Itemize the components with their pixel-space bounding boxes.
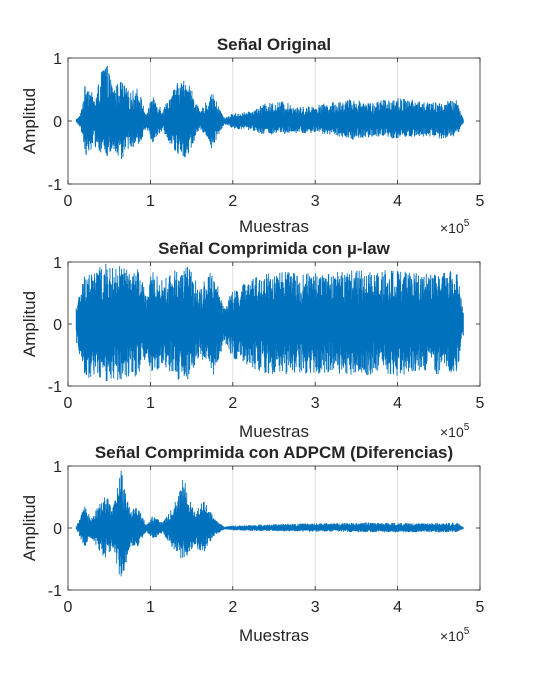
subplot-3: 0 1 2 3 4 5-101 Señal Comprimida con ADPCM (D… [20, 443, 485, 645]
chart-1-x-multiplier: ×105 [440, 218, 470, 236]
x-tick-label: 0 [64, 599, 73, 616]
x-tick-label: 1 [146, 395, 155, 412]
chart-3-x-multiplier: ×105 [440, 626, 470, 644]
x-tick-label: 1 [146, 599, 155, 616]
axes-1-plot [75, 65, 464, 160]
y-tick-label: -1 [48, 583, 62, 600]
y-tick-label: -1 [48, 177, 62, 194]
series-1-waveform [75, 65, 464, 160]
x-tick-label: 5 [476, 193, 485, 210]
chart-3-title: Señal Comprimida con ADPCM (Diferencias) [95, 443, 453, 462]
axes-2-ticks: 0 1 2 3 4 5-101 [48, 255, 485, 412]
x-tick-label: 0 [64, 193, 73, 210]
y-tick-label: 1 [53, 459, 62, 476]
chart-1-title: Señal Original [217, 35, 331, 54]
x-tick-label: 2 [228, 599, 237, 616]
y-tick-label: 0 [53, 114, 62, 131]
chart-2-title: Señal Comprimida con µ-law [158, 239, 391, 258]
chart-2-x-multiplier: ×105 [440, 422, 470, 440]
x-tick-label: 3 [311, 395, 320, 412]
subplot-2: 0 1 2 3 4 5-101 Señal Comprimida con µ-law Am… [20, 239, 485, 441]
chart-1-xlabel: Muestras [239, 217, 309, 236]
x-tick-label: 3 [311, 599, 320, 616]
x-tick-label: 3 [311, 193, 320, 210]
series-1-waveform [75, 263, 464, 382]
x-tick-label: 4 [393, 193, 402, 210]
x-tick-label: 5 [476, 395, 485, 412]
x-tick-label: 5 [476, 599, 485, 616]
x-tick-label: 2 [228, 395, 237, 412]
subplot-1: 0 1 2 3 4 5-101 Señal Original Amplitud Muest… [20, 35, 485, 236]
axes-3-plot [75, 470, 464, 577]
chart-3-ylabel: Amplitud [20, 495, 39, 561]
chart-2-ylabel: Amplitud [20, 291, 39, 357]
y-tick-label: 0 [53, 317, 62, 334]
y-tick-label: 1 [53, 51, 62, 68]
x-tick-label: 1 [146, 193, 155, 210]
y-tick-label: 0 [53, 521, 62, 538]
x-tick-label: 4 [393, 395, 402, 412]
axes-3-ticks: 0 1 2 3 4 5-101 [48, 459, 485, 616]
x-tick-label: 2 [228, 193, 237, 210]
y-tick-label: 1 [53, 255, 62, 272]
x-tick-label: 4 [393, 599, 402, 616]
axes-1-ticks: 0 1 2 3 4 5-101 [48, 51, 485, 210]
axes-2-plot [75, 263, 464, 382]
chart-3-xlabel: Muestras [239, 626, 309, 645]
chart-2-xlabel: Muestras [239, 422, 309, 441]
y-tick-label: -1 [48, 379, 62, 396]
x-tick-label: 0 [64, 395, 73, 412]
chart-1-ylabel: Amplitud [20, 88, 39, 154]
